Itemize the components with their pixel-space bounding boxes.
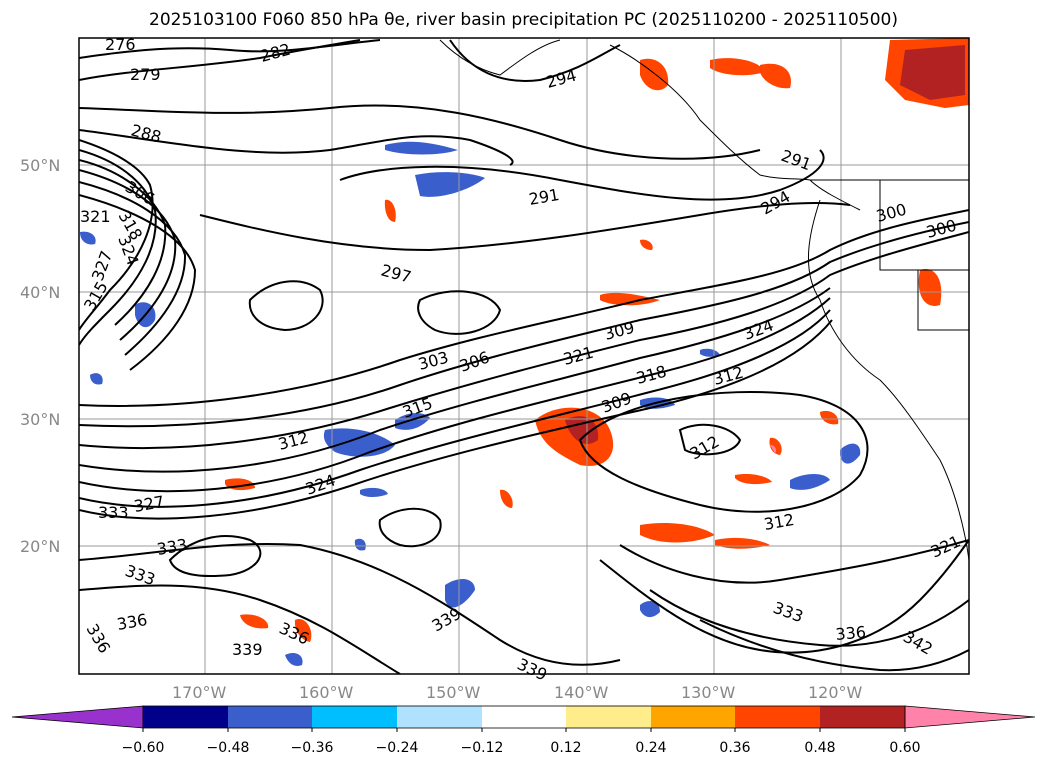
contour-label: 276 (105, 35, 136, 54)
contour-label: 336 (835, 622, 867, 644)
colorbar-segment (312, 706, 397, 728)
colorbar-segment (228, 706, 312, 728)
colorbar-tick-label: −0.12 (461, 740, 504, 756)
lon-labels: 170°W 160°W 150°W 140°W 130°W 120°W (172, 683, 863, 702)
colorbar-segment (566, 706, 651, 728)
contour-label: 339 (232, 640, 263, 659)
colorbar-segment (651, 706, 735, 728)
colorbar-tick-label: −0.24 (376, 740, 419, 756)
colorbar-extend-high (904, 705, 1036, 729)
lon-label: 160°W (299, 683, 354, 702)
lon-label: 170°W (172, 683, 227, 702)
colorbar-tick-label: −0.48 (207, 740, 250, 756)
theta-e-contours (79, 39, 969, 674)
colorbar-tick-label: 0.36 (719, 740, 750, 756)
colorbar-segment (397, 706, 482, 728)
lon-label: 130°W (681, 683, 736, 702)
colorbar-tick-label: 0.24 (635, 740, 666, 756)
colorbar-segment (143, 706, 228, 728)
map-title: 2025103100 F060 850 hPa θe, river basin … (149, 10, 898, 30)
graticule (79, 38, 969, 674)
lat-label: 20°N (20, 537, 60, 556)
colorbar (11, 705, 1036, 732)
colorbar-segment (820, 706, 905, 728)
plot-area (79, 38, 969, 674)
lat-label: 50°N (20, 156, 60, 175)
colorbar-frame (142, 705, 906, 729)
contour-label: 279 (130, 65, 161, 84)
colorbar-segment (482, 706, 566, 728)
colorbar-tick-label: 0.12 (550, 740, 581, 756)
colorbar-tick-label: 0.60 (889, 740, 920, 756)
colorbar-segment (735, 706, 820, 728)
lon-label: 150°W (426, 683, 481, 702)
lat-labels: 50°N 40°N 30°N 20°N (20, 156, 60, 556)
colorbar-ticks: −0.60 −0.48 −0.36 −0.24 −0.12 0.12 0.24 … (122, 740, 921, 756)
lat-label: 30°N (20, 410, 60, 429)
contour-label: 333 (98, 503, 129, 522)
colorbar-tick-label: −0.36 (291, 740, 334, 756)
lat-label: 40°N (20, 283, 60, 302)
colorbar-tick-label: −0.60 (122, 740, 165, 756)
contour-label: 321 (80, 207, 111, 226)
lon-label: 120°W (808, 683, 863, 702)
plot-frame (78, 37, 970, 675)
lon-label: 140°W (554, 683, 609, 702)
colorbar-extend-low (11, 705, 144, 729)
colorbar-tick-label: 0.48 (804, 740, 835, 756)
coastlines (439, 39, 969, 561)
